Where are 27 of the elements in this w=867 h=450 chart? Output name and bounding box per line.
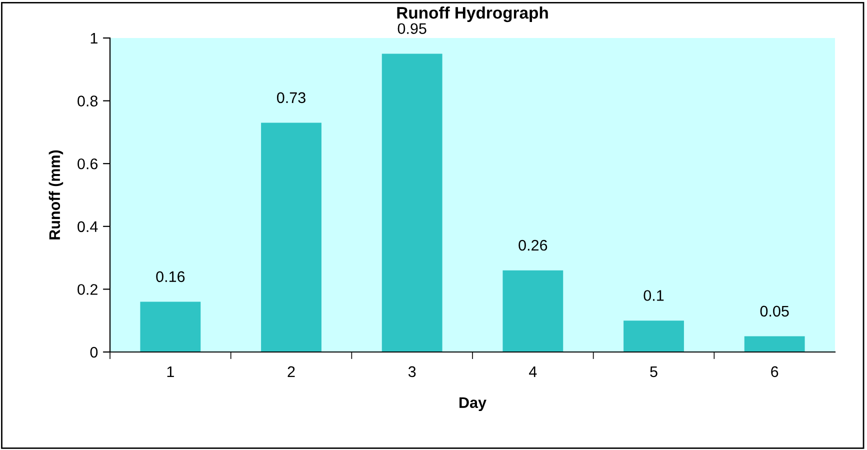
y-tick-label: 0.8 bbox=[78, 96, 98, 106]
x-tick-label: 1 bbox=[167, 366, 174, 377]
bar bbox=[261, 122, 322, 352]
bar bbox=[382, 54, 442, 352]
bar bbox=[502, 270, 564, 352]
y-tick-label: 0.4 bbox=[78, 221, 98, 232]
bar bbox=[624, 320, 684, 352]
y-tick-label: 0.6 bbox=[78, 158, 98, 170]
data-label: 0.16 bbox=[156, 271, 185, 282]
x-tick-label: 3 bbox=[408, 366, 416, 378]
y-tick-label: 0.2 bbox=[78, 284, 98, 295]
y-tick-label: 1 bbox=[90, 33, 98, 44]
data-label: 0.26 bbox=[518, 240, 548, 251]
data-label: 0.05 bbox=[760, 306, 789, 317]
y-axis-title: Runoff (mm) bbox=[48, 150, 64, 240]
x-tick-label: 6 bbox=[771, 366, 778, 378]
x-tick-label: 4 bbox=[529, 366, 537, 377]
chart-title: Runoff Hydrograph bbox=[397, 6, 548, 22]
data-label: 0.1 bbox=[644, 290, 664, 301]
y-tick-label: 0 bbox=[90, 346, 98, 358]
x-tick-label: 5 bbox=[650, 366, 658, 378]
x-tick-label: 2 bbox=[288, 366, 295, 377]
data-label: 0.73 bbox=[276, 92, 306, 104]
x-axis-title: Day bbox=[460, 397, 486, 412]
data-label: 0.95 bbox=[398, 23, 426, 34]
bar bbox=[744, 336, 805, 352]
bar bbox=[140, 302, 201, 352]
